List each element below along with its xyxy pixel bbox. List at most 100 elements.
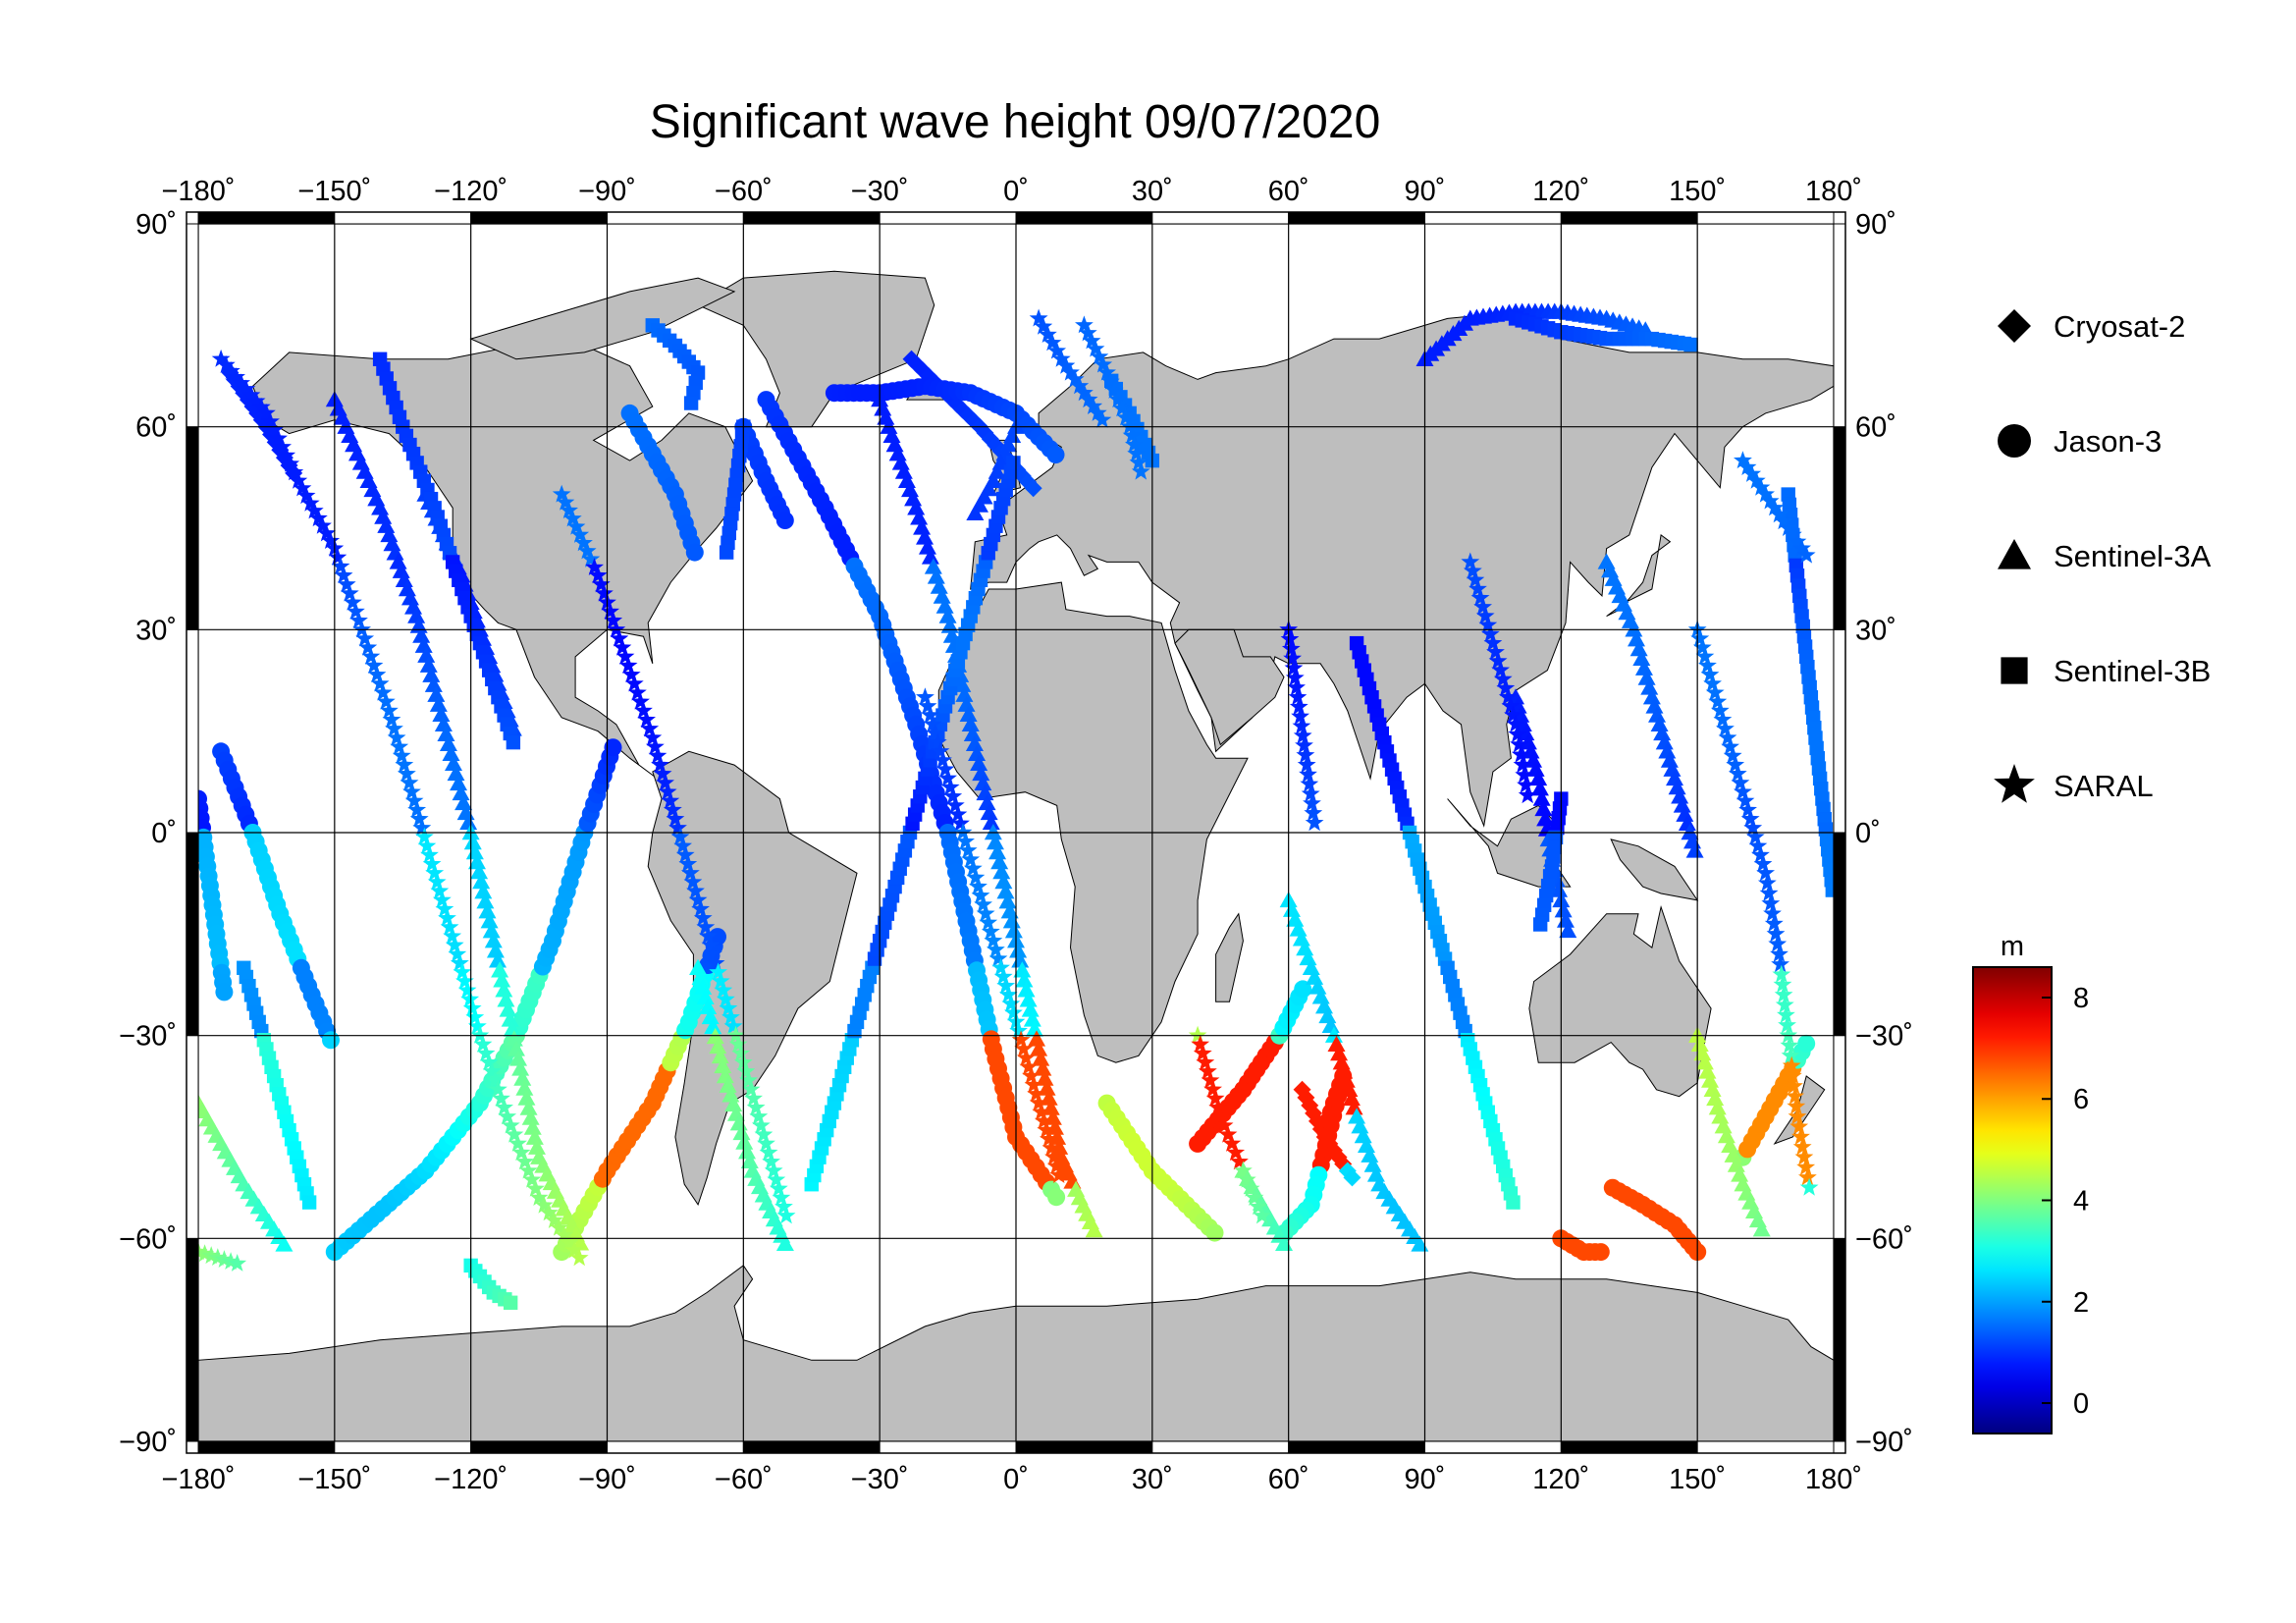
data-point — [474, 883, 493, 899]
legend-label: Sentinel-3B — [2054, 654, 2211, 688]
data-point — [1778, 1015, 1796, 1034]
data-point — [432, 891, 452, 908]
frame-segment — [1833, 223, 1846, 428]
data-point — [545, 1211, 563, 1228]
lon-tick-label-top: −60˚ — [715, 176, 773, 207]
data-point — [331, 557, 350, 574]
data-point — [618, 656, 638, 675]
data-point — [1027, 1084, 1045, 1103]
data-point — [974, 894, 992, 913]
data-point — [736, 1061, 756, 1080]
data-point — [948, 804, 968, 823]
colorbar-tick-label: 4 — [2073, 1186, 2089, 1217]
data-point — [698, 926, 718, 945]
data-point — [1786, 1086, 1805, 1105]
data-point — [982, 813, 1000, 831]
data-point — [1104, 381, 1124, 399]
lon-tick-label-bottom: −120˚ — [434, 1464, 507, 1495]
data-point — [437, 725, 455, 741]
colorbar-tick-label: 0 — [2073, 1388, 2089, 1420]
data-point — [714, 980, 733, 999]
data-point — [1792, 538, 1811, 557]
land-japan — [1606, 534, 1672, 618]
lon-tick-label-bottom: −90˚ — [578, 1464, 636, 1495]
data-point — [640, 719, 660, 737]
lon-tick-label-bottom: 60˚ — [1268, 1464, 1309, 1495]
data-point — [998, 985, 1018, 1003]
data-point — [1037, 1120, 1056, 1139]
data-point — [566, 516, 586, 535]
data-point — [670, 827, 690, 845]
data-point — [998, 893, 1017, 909]
data-point — [1188, 1025, 1207, 1044]
tick-labels: −180˚ −180˚ −150˚ −150˚ −120˚ −120˚ −90˚ −90˚ −6… — [119, 176, 1913, 1495]
data-point — [1782, 1055, 1801, 1074]
data-point — [1468, 579, 1487, 597]
frame-segment — [186, 1237, 199, 1442]
data-point — [409, 617, 428, 633]
data-point — [435, 899, 454, 918]
data-point — [556, 492, 575, 511]
data-point — [277, 446, 296, 463]
land-madagascar — [1215, 912, 1244, 1002]
data-point — [1296, 745, 1315, 764]
data-point — [467, 853, 486, 870]
data-point — [691, 968, 710, 985]
data-point — [1726, 755, 1745, 774]
data-point — [1751, 477, 1771, 496]
data-point — [1745, 827, 1765, 845]
data-point — [1655, 733, 1674, 750]
data-point — [337, 574, 356, 593]
data-point — [1085, 1221, 1103, 1238]
data-point — [721, 1007, 740, 1026]
data-point — [1108, 390, 1128, 408]
data-point — [1788, 531, 1807, 550]
data-point — [420, 845, 439, 863]
lat-tick-label-right: 90˚ — [1855, 209, 1896, 241]
data-point — [648, 746, 667, 764]
frame-segment — [1833, 426, 1846, 630]
frame-segment — [186, 223, 199, 428]
data-point — [775, 1234, 794, 1252]
data-point — [1488, 651, 1508, 670]
lat-tick-label-right: 30˚ — [1855, 615, 1896, 646]
data-point — [1034, 1111, 1053, 1129]
lat-tick-label-left: 0˚ — [151, 818, 177, 849]
data-point — [1237, 1169, 1256, 1188]
data-point — [1040, 1129, 1058, 1148]
data-point — [1131, 461, 1150, 480]
data-point — [613, 637, 632, 656]
data-point — [569, 1248, 589, 1267]
data-point — [738, 1143, 757, 1160]
data-point — [711, 1047, 729, 1064]
legend-label: SARAL — [2054, 769, 2154, 803]
data-point — [1530, 780, 1549, 796]
data-point — [970, 754, 988, 772]
data-point — [704, 1017, 722, 1035]
data-point — [749, 1107, 769, 1125]
data-point — [1501, 696, 1521, 715]
data-point — [476, 1044, 496, 1061]
lat-tick-label-left: 60˚ — [135, 412, 177, 444]
data-point — [417, 836, 437, 854]
land-new-guinea — [1610, 839, 1699, 901]
colorbar-unit: m — [2001, 931, 2024, 962]
data-point — [1738, 800, 1757, 818]
data-point — [686, 881, 705, 899]
data-point — [1783, 1066, 1802, 1084]
data-point — [966, 504, 985, 521]
data-point — [390, 736, 409, 755]
data-point — [1051, 349, 1071, 367]
data-point — [726, 1025, 745, 1044]
data-point — [523, 1118, 542, 1135]
data-point — [1770, 505, 1789, 523]
data-point — [1678, 814, 1696, 832]
data-point — [699, 998, 718, 1015]
data-point — [1461, 552, 1480, 570]
data-point — [759, 1143, 778, 1162]
data-point — [1345, 1099, 1363, 1115]
data-point — [1640, 678, 1659, 695]
data-point — [526, 1178, 545, 1197]
data-point — [387, 728, 406, 746]
data-point — [615, 647, 635, 665]
